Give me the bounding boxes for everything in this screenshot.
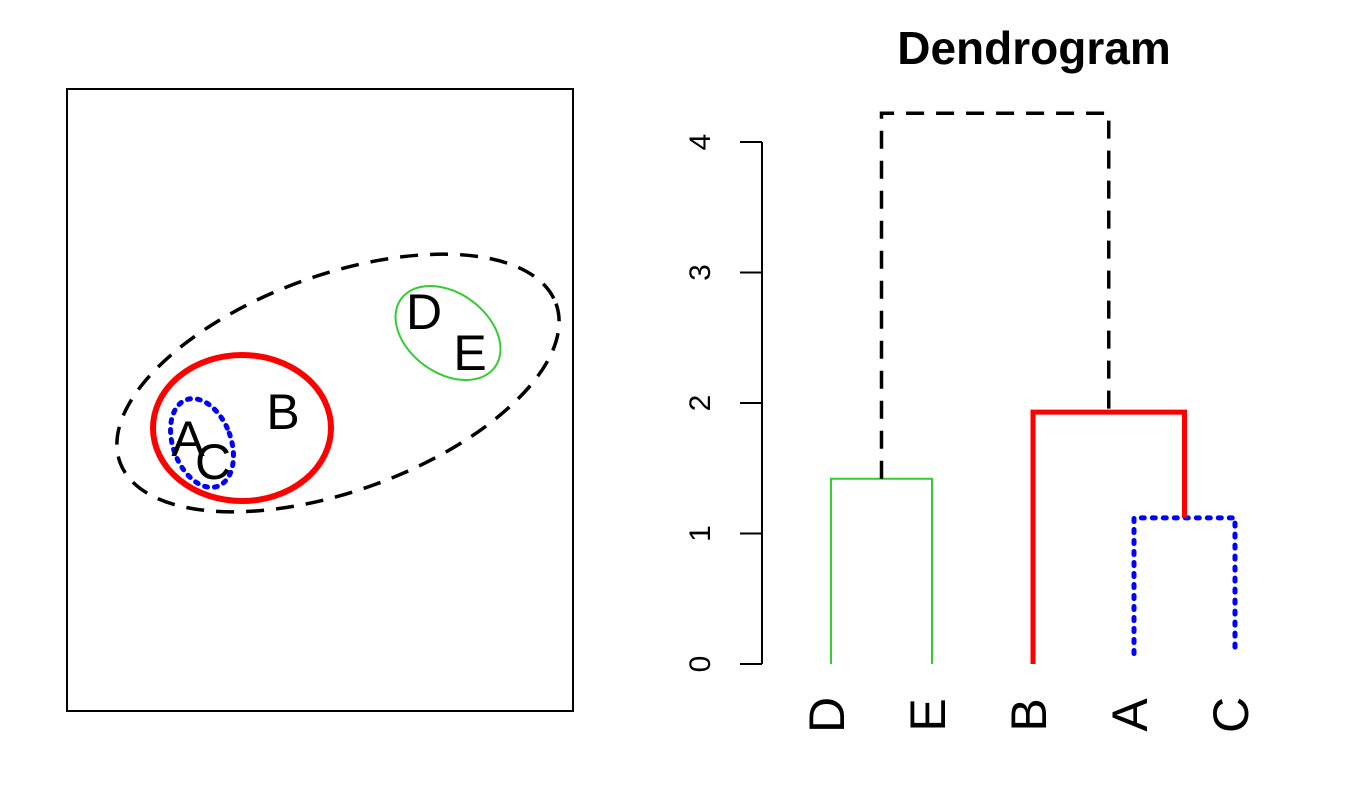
cluster-ellipse-bac [150, 352, 334, 504]
point-label-d: D [406, 284, 442, 340]
point-label-b: B [266, 384, 299, 440]
merge-ac [1131, 515, 1238, 657]
y-tick-label: 3 [684, 264, 717, 281]
leaf-label-c: C [1203, 697, 1259, 733]
leaf-label-b: B [1001, 698, 1057, 731]
cluster-ellipse-de [394, 284, 502, 382]
leaf-label-d: D [799, 697, 855, 733]
cluster-ellipse-ac [168, 396, 236, 490]
y-ticks: 0 1 2 3 4 [684, 134, 762, 673]
y-tick-label: 0 [684, 656, 717, 673]
scatter-frame [66, 88, 574, 712]
merge-de [830, 477, 933, 664]
y-tick-label: 1 [684, 525, 717, 542]
y-tick-label: 4 [684, 134, 717, 151]
leaf-label-e: E [900, 698, 956, 731]
point-label-c: C [195, 434, 231, 490]
dendrogram-title: Dendrogram [897, 22, 1170, 74]
point-label-a: A [171, 411, 205, 467]
leaf-label-a: A [1102, 698, 1158, 732]
cluster-ellipse-all [115, 252, 561, 514]
point-label-e: E [453, 325, 486, 381]
merge-debac [879, 111, 1111, 479]
merge-bac [1030, 409, 1187, 664]
y-tick-label: 2 [684, 395, 717, 412]
dendrogram-merges [830, 111, 1238, 664]
